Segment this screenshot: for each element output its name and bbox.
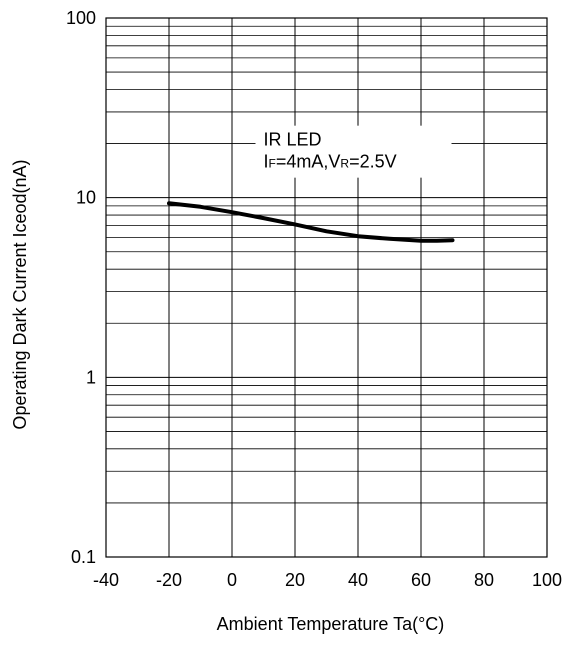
annotation-line-2: IF=4mA,VR=2.5V: [264, 152, 397, 172]
y-axis-title: Operating Dark Current Iceod(nA): [10, 159, 30, 429]
x-tick-label: -20: [156, 570, 182, 590]
y-tick-label: 100: [66, 8, 96, 28]
x-tick-label: 40: [348, 570, 368, 590]
annotation-text-part: =4mA,V: [276, 152, 341, 172]
annotation-subscript: F: [269, 157, 276, 171]
y-tick-label: 10: [76, 188, 96, 208]
x-tick-label: 100: [532, 570, 562, 590]
annotation-text-part: =2.5V: [349, 152, 397, 172]
annotation-subscript: R: [340, 157, 349, 171]
x-tick-label: 80: [474, 570, 494, 590]
y-tick-label: 0.1: [71, 547, 96, 567]
x-tick-label: 20: [285, 570, 305, 590]
x-tick-label: -40: [93, 570, 119, 590]
x-tick-label: 60: [411, 570, 431, 590]
x-axis-title: Ambient Temperature Ta(°C): [217, 614, 445, 634]
annotation-line-1: IR LED: [264, 130, 322, 150]
plot-area: [106, 18, 547, 557]
x-tick-label: 0: [227, 570, 237, 590]
y-tick-label: 1: [86, 367, 96, 387]
